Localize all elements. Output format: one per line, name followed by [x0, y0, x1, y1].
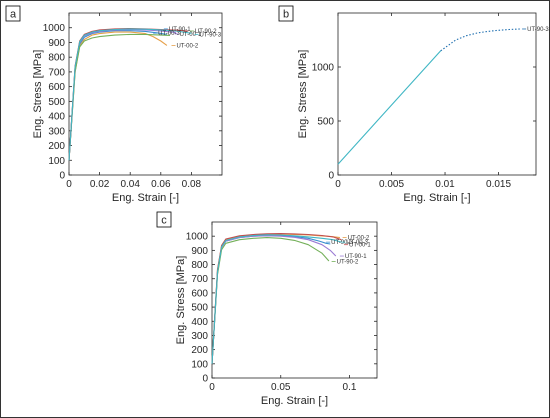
chart-a-annotation-label: UT-00-2 [177, 43, 199, 49]
chart-c-y-tick-label: 200 [191, 345, 208, 356]
chart-a-y-tick-label: 600 [48, 82, 65, 93]
chart-c-y-tick-label: 400 [191, 317, 208, 328]
chart-b-y-tick-label: 1000 [312, 63, 335, 74]
chart-a-x-tick-label: 0.06 [151, 179, 171, 190]
panel-c: c 0 0.05 0.1 0 100 200 300 400 500 600 700 800 900 10… [156, 211, 378, 407]
chart-c-axes-box [211, 221, 378, 379]
chart-a-y-tick-label: 900 [48, 38, 65, 49]
chart-c-annotation-label: UT-00-2 [348, 236, 370, 242]
chart-b-x-axis-label: Eng. Strain [-] [403, 192, 470, 204]
chart-c-y-axis-label: Eng. Stress [MPa] [175, 256, 187, 345]
chart-a-y-tick-label: 1000 [43, 23, 66, 34]
chart-c-y-tick-label: 600 [191, 288, 208, 299]
chart-b-x-tick-label: 0.015 [486, 179, 511, 190]
chart-c-annotation-label: UT-00-3 [346, 240, 368, 246]
chart-b-axes-box [337, 12, 537, 176]
chart-a-axes-box [68, 12, 223, 176]
panel-a-tag: a [10, 9, 17, 21]
chart-a-y-tick-label: 700 [48, 67, 65, 78]
chart-a-y-tick-label: 0 [59, 171, 65, 182]
chart-a-series-line-4 [68, 33, 171, 161]
chart-a-annotation-label: UT-90-3 [199, 32, 221, 38]
chart-b-series-line-1 [337, 50, 442, 165]
chart-c-y-tick-label: 800 [191, 260, 208, 271]
chart-c-x-tick-label: 0 [209, 382, 215, 393]
chart-b-x-tick-label: 0.005 [379, 179, 404, 190]
chart-a-annotation-label: UT-90-1 [169, 27, 191, 33]
chart-a-x-tick-label: 0 [66, 179, 72, 190]
chart-a-y-tick-label: 100 [48, 156, 65, 167]
chart-a-x-tick-label: 0.02 [90, 179, 110, 190]
chart-a-y-axis-label: Eng. Stress [MPa] [32, 50, 44, 139]
chart-a-annotation-label: UT-90-2 [195, 29, 217, 35]
chart-c-series-line-6 [211, 234, 342, 364]
chart-b-y-axis-label: Eng. Stress [MPa] [297, 50, 309, 139]
chart-a-y-tick-label: 500 [48, 97, 65, 108]
chart-a-annotation-label: UT-00-1 [180, 32, 202, 38]
chart-b-x-tick-label: 0.01 [435, 179, 455, 190]
chart-a: 0 0.02 0.04 0.06 0.08 0 100 200 300 400 500 600 700 8… [32, 12, 223, 204]
chart-c-y-tick-label: 900 [191, 246, 208, 257]
chart-c-annotation-label: UT-00-1 [349, 243, 371, 249]
chart-a-x-axis-label: Eng. Strain [-] [112, 192, 179, 204]
chart-c-y-tick-label: 300 [191, 331, 208, 342]
chart-c-x-tick-label: 0.05 [271, 382, 291, 393]
chart-c-y-tick-label: 0 [202, 374, 208, 385]
chart-c-y-tick-label: 700 [191, 274, 208, 285]
chart-c-series-line-5 [211, 233, 342, 364]
chart-c-annotation-label: UT-90-1 [345, 254, 367, 260]
panel-c-tag-box [156, 211, 172, 228]
chart-b-series-line-2 [440, 28, 520, 52]
chart-b-annotation-label: UT-90-3 [527, 27, 549, 33]
chart-c-x-tick-label: 0.1 [343, 382, 357, 393]
chart-b: 0 0.005 0.01 0.015 0 500 1000 Eng. Strain [-] En… [297, 12, 549, 204]
chart-c-annotation-label: UT-90-2 [337, 259, 359, 265]
panel-c-tag: c [161, 215, 167, 227]
chart-a-y-tick-label: 400 [48, 112, 65, 123]
chart-c-y-tick-label: 1000 [186, 232, 209, 243]
chart-a-annotation-label: UT-00-3 [158, 31, 180, 37]
chart-c-y-tick-label: 500 [191, 303, 208, 314]
chart-a-x-tick-label: 0.04 [120, 179, 140, 190]
chart-c-x-axis-label: Eng. Strain [-] [261, 395, 328, 407]
chart-a-x-tick-label: 0.08 [182, 179, 202, 190]
panel-a: a 0 0.02 0.04 0.06 0.08 0 100 200 300 400 500 600 70… [5, 5, 223, 204]
panel-b-tag-box [278, 5, 294, 22]
chart-a-y-tick-label: 800 [48, 53, 65, 64]
panel-b: b 0 0.005 0.01 0.015 0 500 1000 Eng. Strain [-]… [278, 5, 549, 204]
chart-c-y-tick-label: 100 [191, 359, 208, 370]
chart-a-y-tick-label: 200 [48, 141, 65, 152]
chart-b-y-tick-label: 500 [317, 117, 334, 128]
panel-b-tag: b [283, 9, 289, 21]
chart-a-y-tick-label: 300 [48, 126, 65, 137]
panel-a-tag-box [5, 5, 21, 22]
chart-a-series-line-6 [68, 28, 192, 161]
chart-c: 0 0.05 0.1 0 100 200 300 400 500 600 700 800 900 1000… [175, 221, 378, 407]
chart-b-y-tick-label: 0 [328, 171, 334, 182]
chart-b-x-tick-label: 0 [335, 179, 341, 190]
chart-c-annotation-label: UT-90-3 [331, 240, 353, 246]
